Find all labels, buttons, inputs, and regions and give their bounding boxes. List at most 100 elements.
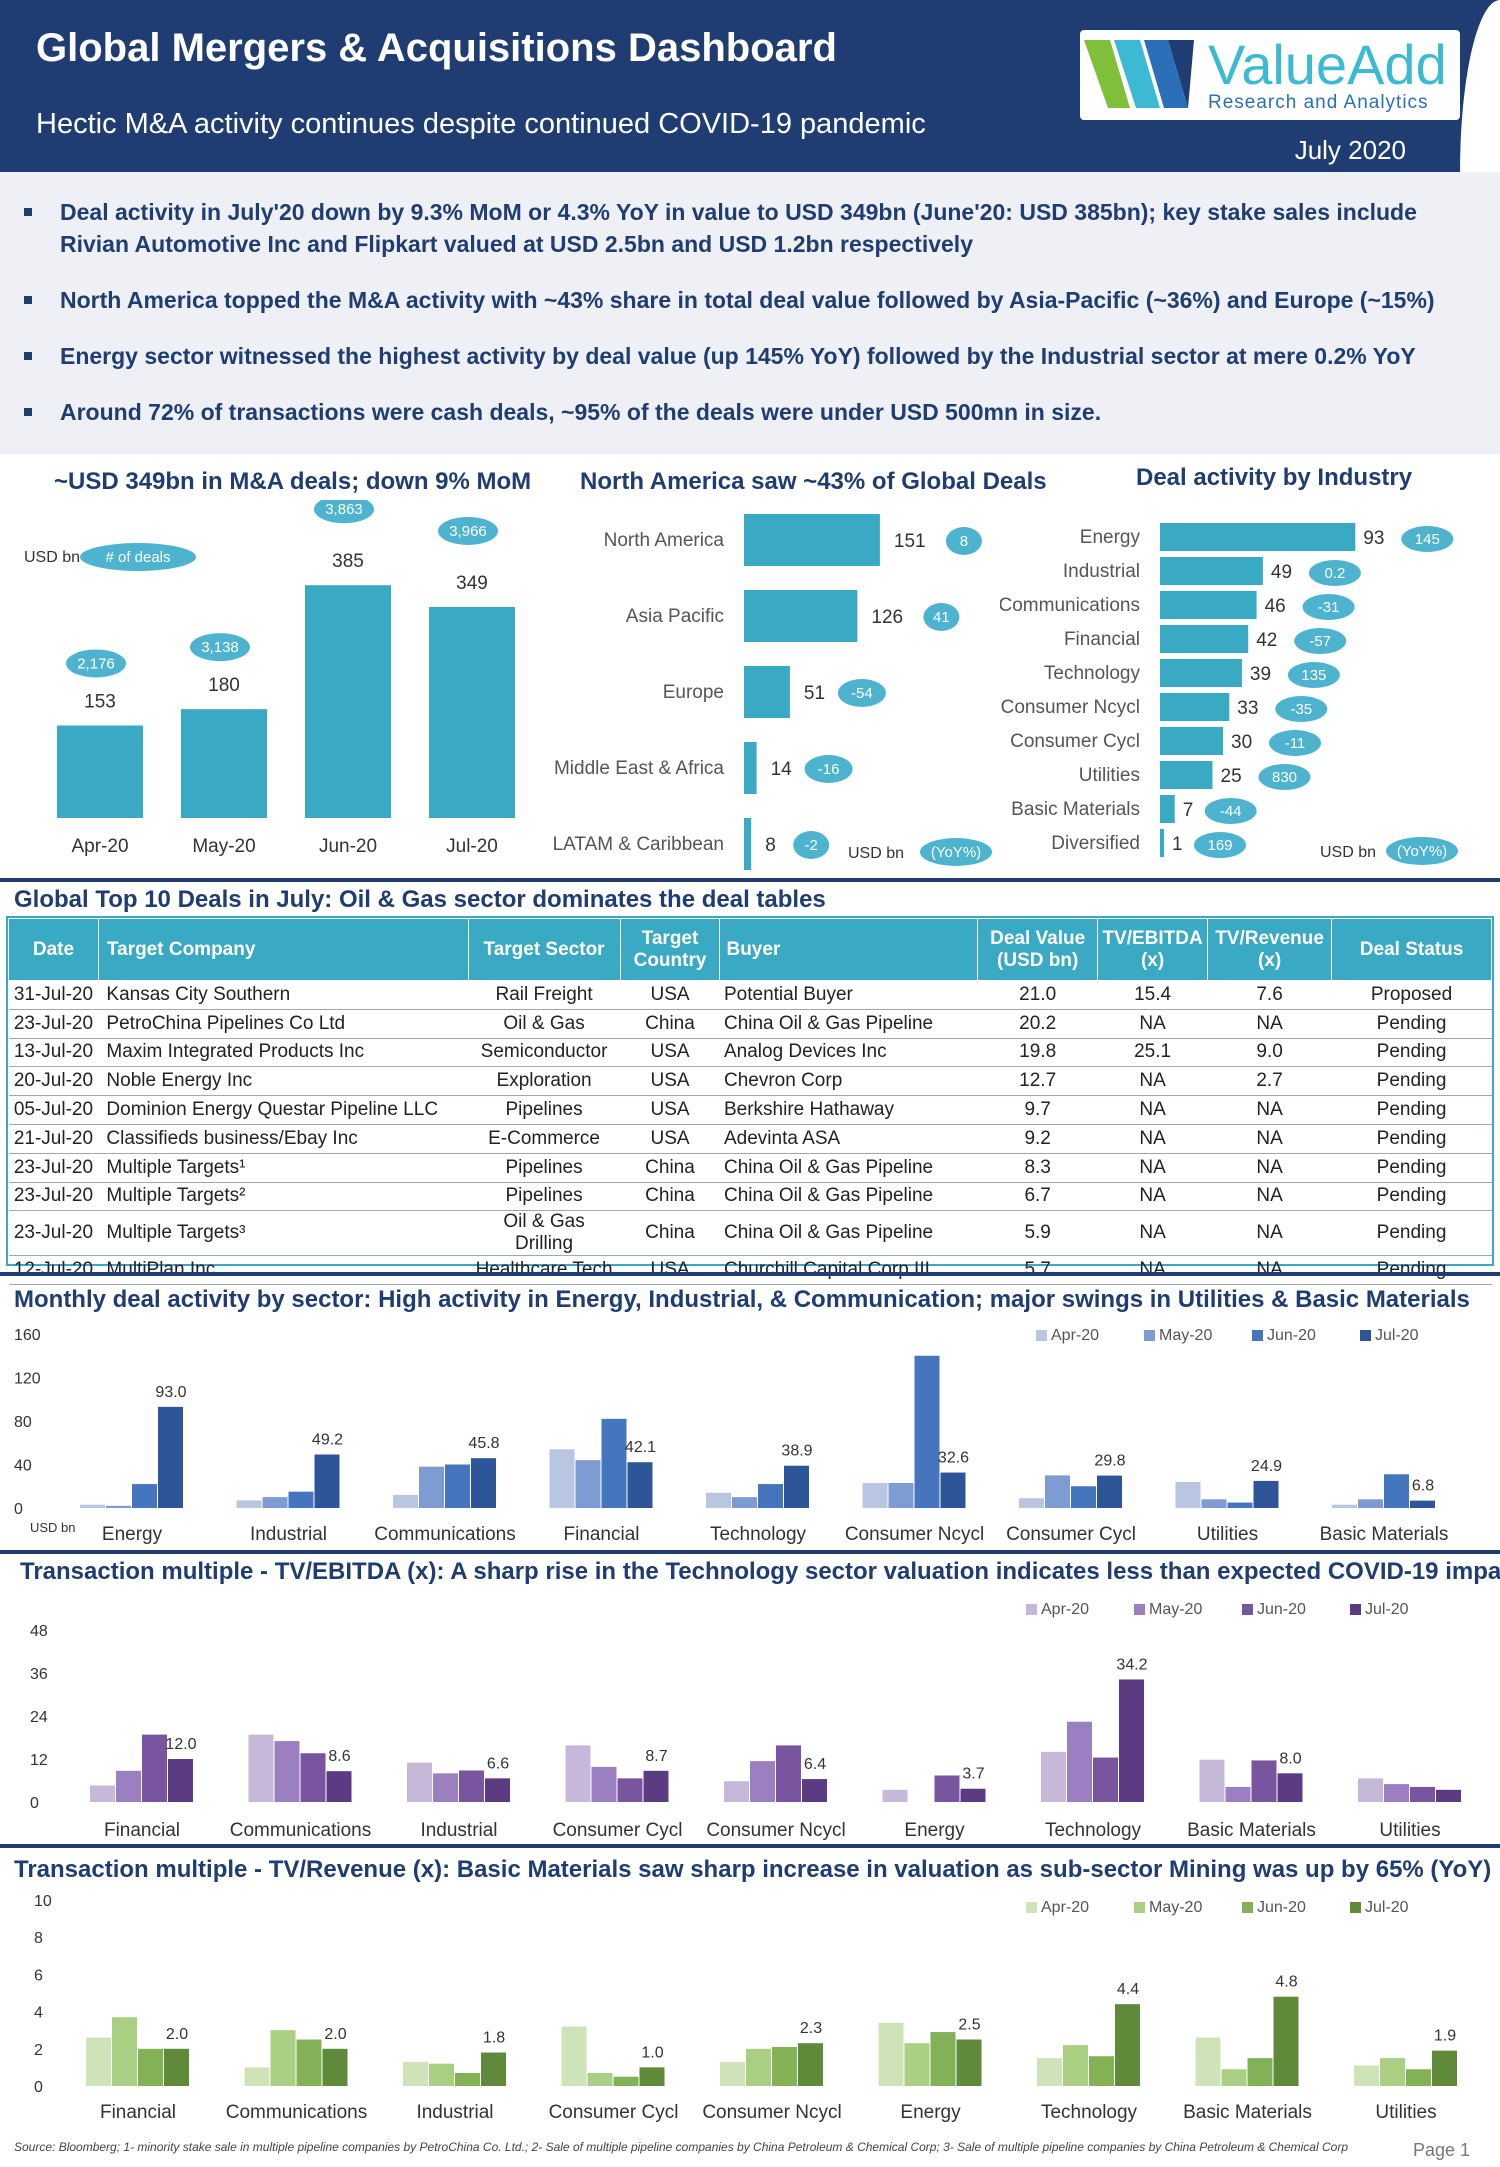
table-body: 31-Jul-20 Kansas City Southern Rail Freigh… (8, 980, 1492, 1286)
industry-value-label: 49 (1271, 562, 1292, 583)
ebitda-data-label: 34.2 (1116, 1656, 1147, 1673)
cell-tv-ebitda: NA (1097, 1255, 1208, 1286)
industry-category-label: Consumer Cycl (1010, 731, 1140, 752)
cell-deal-status: Pending (1331, 1066, 1492, 1097)
sector-bar (314, 1454, 340, 1508)
region-yoy-oval (923, 603, 960, 631)
ebitda-category-label: Technology (1045, 1820, 1142, 1840)
cell-target-sector: Pipelines (468, 1182, 621, 1212)
industry-yoy-oval (1194, 832, 1246, 858)
ebitda-legend-label: Jun-20 (1257, 1601, 1306, 1618)
region-yoy-oval (945, 527, 982, 555)
header-curve (1460, 0, 1500, 172)
cell-tv-ebitda: NA (1097, 1182, 1208, 1212)
industry-yoy-oval (1302, 594, 1355, 620)
sector-data-label: 93.0 (155, 1384, 186, 1401)
cell-target-sector: Healthcare Tech (468, 1255, 621, 1286)
revenue-bar (720, 2061, 745, 2086)
revenue-bar (639, 2067, 665, 2086)
cell-target-sector: Oil & Gas Drilling (468, 1210, 621, 1257)
ebitda-bar (300, 1753, 326, 1802)
monthly-bar (305, 585, 391, 818)
deal-count-oval (66, 649, 126, 678)
sector-data-label: 49.2 (312, 1431, 343, 1448)
cell-target-sector: Pipelines (468, 1153, 621, 1183)
sector-bar (236, 1500, 262, 1508)
revenue-legend-label: Jul-20 (1365, 1899, 1409, 1916)
sector-bar (1175, 1481, 1201, 1508)
sector-bar (393, 1494, 418, 1508)
monthly-category-label: Jun-20 (319, 836, 377, 857)
revenue-bar (322, 2048, 348, 2086)
source-footnote: Source: Bloomberg; 1- minority stake sal… (14, 2140, 1348, 2154)
sector-bar (1201, 1499, 1227, 1508)
sector-bar (1227, 1502, 1253, 1508)
sector-legend-swatch (1252, 1330, 1263, 1341)
cell-target-company: Multiple Targets² (98, 1182, 469, 1212)
logo: ValueAdd Research and Analytics (1080, 30, 1460, 120)
ebitda-bar (1041, 1751, 1066, 1802)
cell-target-country: China (620, 1210, 720, 1257)
deal-count-label: 3,863 (325, 501, 363, 518)
summary-panel: Deal activity in July'20 down by 9.3% Mo… (0, 172, 1500, 454)
summary-bullet: Deal activity in July'20 down by 9.3% Mo… (24, 196, 1484, 260)
region-yoy-legend-oval (920, 838, 992, 866)
cell-tv-ebitda: NA (1097, 1066, 1208, 1097)
industry-yoy-oval (1269, 730, 1321, 756)
industry-category-label: Basic Materials (1011, 799, 1140, 820)
cell-target-sector: Rail Freight (468, 980, 621, 1010)
industry-deal-chart: Energy 93 145 Industrial 49 0.2 Communications… (1000, 523, 1458, 865)
sector-category-label: Communications (374, 1524, 516, 1544)
ebitda-ytick-label: 36 (30, 1666, 48, 1683)
region-value-label: 14 (771, 759, 793, 780)
industry-yoy-label: -35 (1290, 701, 1312, 718)
cell-tv-revenue: NA (1207, 1153, 1332, 1183)
ebitda-bar (90, 1785, 115, 1802)
col-date: Date (8, 918, 99, 981)
cell-tv-revenue: 2.7 (1207, 1066, 1332, 1097)
cell-tv-revenue: NA (1207, 1210, 1332, 1257)
cell-buyer: Adevinta ASA (719, 1124, 978, 1154)
ebitda-bar (1410, 1786, 1435, 1802)
monthly-category-label: Jul-20 (446, 836, 498, 857)
industry-category-label: Technology (1044, 663, 1141, 684)
sector-ytick-label: 120 (14, 1371, 41, 1388)
revenue-category-label: Technology (1041, 2102, 1138, 2123)
region-yoy-oval (837, 679, 886, 707)
ebitda-legend-label: Apr-20 (1041, 1601, 1089, 1618)
sector-legend-label: Jul-20 (1375, 1327, 1419, 1344)
revenue-bar (1432, 2050, 1457, 2086)
sector-bar (1045, 1475, 1070, 1508)
revenue-bar (613, 2076, 639, 2086)
revenue-bar (455, 2072, 480, 2086)
revenue-ytick-label: 8 (34, 1930, 43, 1947)
industry-category-label: Diversified (1051, 833, 1140, 854)
cell-deal-status: Proposed (1331, 980, 1492, 1010)
revenue-data-label: 2.5 (958, 2017, 980, 2034)
ebitda-data-label: 8.6 (328, 1748, 350, 1765)
industry-yoy-oval (1308, 560, 1361, 586)
cell-deal-value: 12.7 (977, 1066, 1098, 1097)
revenue-data-label: 1.9 (1434, 2028, 1456, 2045)
cell-tv-revenue: NA (1207, 1009, 1332, 1039)
region-unit-label: USD bn (848, 845, 904, 862)
region-deal-chart: North America 151 8 Asia Pacific 126 41 Europe… (553, 514, 992, 870)
industry-yoy-oval (1294, 628, 1347, 654)
ebitda-data-label: 3.7 (962, 1766, 984, 1783)
region-yoy-label: 8 (960, 533, 968, 550)
ebitda-chart-title: Transaction multiple - TV/EBITDA (x): A … (20, 1558, 1500, 1585)
industry-bar (1160, 829, 1164, 857)
revenue-bar (164, 2048, 189, 2086)
cell-target-country: USA (620, 1095, 720, 1125)
sector-bar (80, 1504, 105, 1508)
table-row: 21-Jul-20 Classifieds business/Ebay Inc E-… (8, 1124, 1492, 1154)
revenue-bar (296, 2039, 322, 2086)
cell-deal-value: 9.2 (977, 1124, 1098, 1154)
ebitda-ytick-label: 24 (30, 1709, 48, 1726)
cell-deal-value: 19.8 (977, 1038, 1098, 1068)
sector-category-label: Energy (102, 1524, 163, 1544)
deal-count-label: 3,966 (449, 523, 487, 540)
section-divider (0, 1550, 1500, 1554)
cell-target-sector: Exploration (468, 1066, 621, 1097)
table-row: 13-Jul-20 Maxim Integrated Products Inc Se… (8, 1038, 1492, 1068)
